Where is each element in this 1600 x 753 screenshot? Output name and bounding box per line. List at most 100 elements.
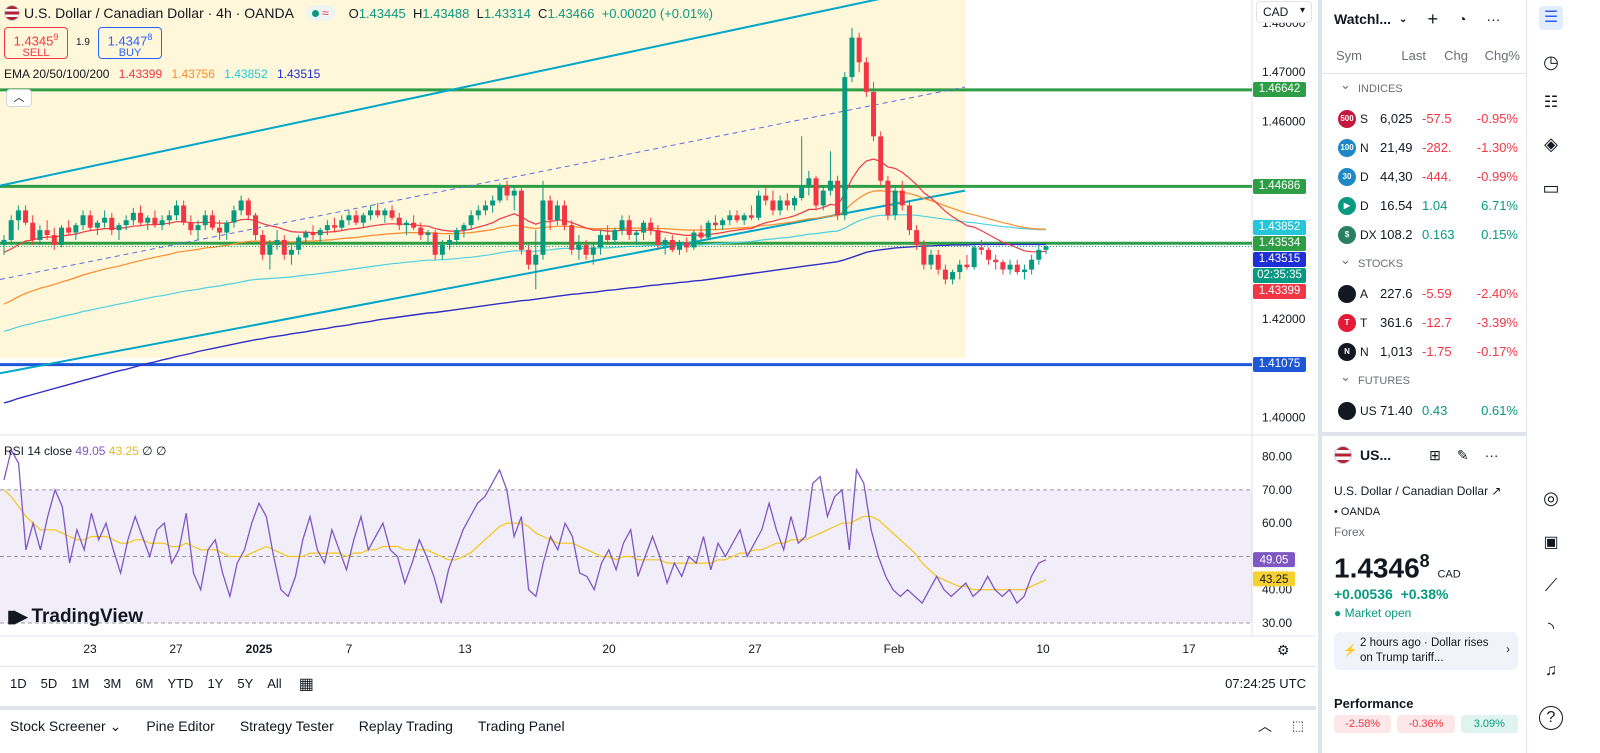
symbol-title[interactable]: U.S. Dollar / Canadian Dollar · 4h · OAN… (24, 5, 294, 21)
data-window-icon[interactable]: ☷ (1543, 94, 1559, 111)
watchlist-section[interactable]: STOCKS (1322, 245, 1526, 279)
more-options-icon[interactable]: ··· (1484, 447, 1499, 463)
candle-body (281, 239, 287, 255)
details-full-name[interactable]: U.S. Dollar / Canadian Dollar ↗ (1334, 484, 1502, 498)
rsi-legend[interactable]: RSI 14 close 49.05 43.25 ∅ ∅ (4, 444, 167, 458)
collapse-panel-icon[interactable]: ︿ (1258, 718, 1272, 734)
perf-cell: -0.36% (1397, 715, 1455, 734)
calendar-icon[interactable]: ▣ (1543, 534, 1559, 551)
range-button[interactable]: 1Y (207, 676, 224, 691)
ema50-line (3, 189, 1046, 305)
bottom-tab[interactable]: Strategy Tester (239, 717, 334, 734)
col-last[interactable]: Last (1401, 48, 1426, 63)
grid-view-icon[interactable]: ⊞ (1429, 446, 1441, 463)
candle (403, 220, 409, 236)
col-chgp[interactable]: Chg% (1484, 48, 1520, 63)
range-button[interactable]: 5Y (237, 676, 254, 691)
target-icon[interactable]: ◎ (1543, 488, 1559, 508)
utc-clock[interactable]: 07:24:25 UTC (1225, 676, 1306, 691)
watchlist-row[interactable]: T T 361.6 -12.7 -3.39% (1322, 308, 1526, 337)
candle-body (756, 195, 762, 218)
chat-icon[interactable]: ▭ (1542, 178, 1560, 198)
range-button[interactable]: 1M (71, 676, 90, 691)
rsi-axis-label: 70.00 (1262, 483, 1292, 497)
watchlist-icon[interactable]: ☰ (1539, 6, 1563, 30)
broadcast-icon[interactable]: ◝ (1547, 620, 1555, 637)
symbol-name: N (1360, 344, 1369, 359)
candle (15, 205, 21, 231)
candle-body (37, 230, 43, 240)
price-tag: 1.41075 (1253, 357, 1306, 373)
watchlist-row[interactable]: US 71.40 0.43 0.61% (1322, 396, 1526, 425)
bottom-tab[interactable]: Replay Trading (358, 717, 453, 734)
watchlist-row[interactable]: 100 N 21,49 -282. -1.30% (1322, 133, 1526, 162)
time-axis-label: 13 (458, 642, 472, 656)
help-icon[interactable]: ? (1539, 706, 1563, 730)
regression-channel[interactable] (0, 0, 966, 375)
details-symbol[interactable]: US... (1360, 447, 1392, 463)
range-button[interactable]: All (267, 676, 282, 691)
watchlist-row[interactable]: ▶ D 16.54 1.04 6.71% (1322, 191, 1526, 220)
symbol-name: A (1360, 286, 1369, 301)
candle (389, 205, 395, 221)
watchlist-row[interactable]: 500 S 6,025 -57.5 -0.95% (1322, 104, 1526, 133)
add-symbol-icon[interactable]: + (1427, 8, 1438, 29)
candle-body (411, 222, 417, 228)
edit-icon[interactable]: ✎ (1456, 446, 1469, 463)
candle-body (116, 225, 122, 231)
price-tag: 1.43399 (1253, 284, 1306, 299)
chevron-down-icon[interactable]: ⌄ (1399, 13, 1408, 25)
last-price: 71.40 (1380, 403, 1413, 418)
watchlist-section[interactable]: FUTURES (1322, 362, 1526, 396)
watchlist-row[interactable]: N N 1,013 -1.75 -0.17% (1322, 337, 1526, 366)
alarm-clock-icon[interactable]: ◷ (1543, 52, 1559, 72)
symbol-name: US (1360, 403, 1377, 418)
watchlist-row[interactable]: A 227.6 -5.59 -2.40% (1322, 279, 1526, 308)
settings-gear-icon[interactable]: ⚙ (1277, 642, 1290, 658)
range-button[interactable]: YTD (167, 676, 194, 691)
ema-legend[interactable]: EMA 20/50/100/200 1.43399 1.43756 1.4385… (4, 67, 321, 81)
range-button[interactable]: 6M (135, 676, 154, 691)
goto-date-icon[interactable]: ▦ (298, 675, 314, 693)
candle-body (576, 244, 582, 250)
collapse-legend-button[interactable]: ︿ (6, 89, 32, 107)
watchlist-row[interactable]: 30 D 44,30 -444. -0.99% (1322, 162, 1526, 191)
candle (159, 215, 165, 231)
tradingview-logo[interactable]: ▮▶ TradingView (7, 606, 144, 627)
advanced-view-icon[interactable]: ◔ (1457, 11, 1467, 27)
rsi-axis-label: 30.00 (1262, 616, 1292, 630)
col-chg[interactable]: Chg (1444, 48, 1468, 63)
layers-icon[interactable]: ◈ (1544, 134, 1558, 154)
currency-select[interactable]: CAD ▾ (1256, 1, 1312, 23)
buy-button[interactable]: 1.43478 BUY (98, 27, 162, 59)
price-tag: 1.44686 (1253, 178, 1306, 194)
bell-icon[interactable]: ♫ (1545, 662, 1557, 679)
bottom-tab[interactable]: Pine Editor (146, 717, 215, 734)
candle-body (353, 215, 359, 223)
sell-button[interactable]: 1.43459 SELL (4, 27, 68, 59)
maximize-panel-icon[interactable]: ⬚ (1291, 718, 1304, 733)
more-options-icon[interactable]: ··· (1486, 11, 1501, 27)
candle (641, 220, 647, 240)
candle-body (138, 212, 144, 223)
market-status-pill[interactable]: ≈ (306, 5, 335, 21)
range-button[interactable]: 3M (103, 676, 122, 691)
candle-body (914, 230, 920, 245)
external-link-icon[interactable]: ↗ (1491, 484, 1502, 498)
watchlist-row[interactable]: $ DX 108.2 0.163 0.15% (1322, 220, 1526, 249)
bottom-tab[interactable]: Trading Panel (477, 717, 565, 734)
watchlist-title[interactable]: Watchl... (1334, 11, 1392, 27)
watchlist-section[interactable]: INDICES (1322, 70, 1526, 104)
range-button[interactable]: 1D (10, 676, 27, 691)
bottom-tab[interactable]: Stock Screener ⌄ (10, 717, 122, 734)
trend-icon[interactable]: ⟋ (1544, 575, 1558, 595)
candle-body (648, 222, 654, 231)
col-sym[interactable]: Sym (1336, 48, 1362, 63)
candle-body (23, 210, 29, 223)
news-headline[interactable]: ⚡ 2 hours ago · Dollar rises on Trump ta… (1334, 632, 1518, 671)
candle (720, 217, 726, 231)
range-button[interactable]: 5D (40, 676, 58, 691)
